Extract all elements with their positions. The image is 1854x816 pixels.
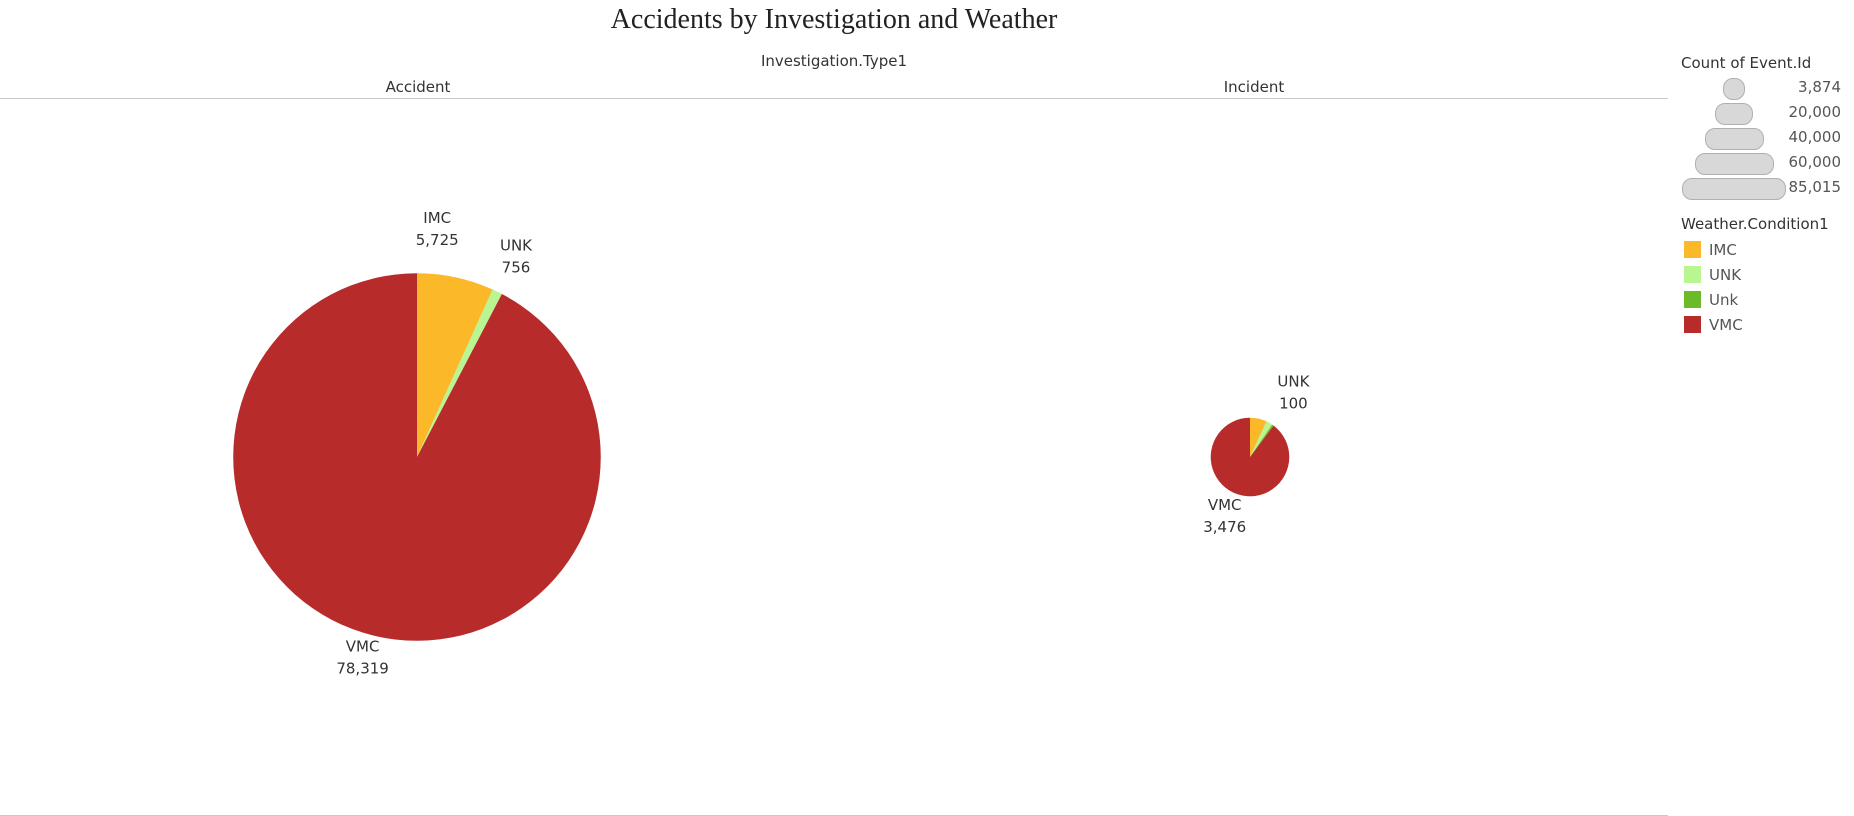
slice-label-value-incident-vmc: 3,476 (1203, 518, 1246, 536)
slice-label-value-accident-imc: 5,725 (416, 231, 459, 249)
slice-label-value-accident-unk: 756 (502, 259, 531, 277)
size-legend-entry: 20,000 (1681, 101, 1841, 126)
size-legend-label: 40,000 (1788, 128, 1842, 146)
color-legend-swatch (1684, 241, 1701, 258)
color-legend-swatch (1684, 316, 1701, 333)
size-legend-entry: 40,000 (1681, 126, 1841, 151)
header-divider (0, 98, 1668, 99)
pie-slice-accident-imc[interactable] (417, 273, 493, 457)
slice-label-name-incident-unk: UNK (1277, 373, 1310, 391)
chart-title: Accidents by Investigation and Weather (610, 4, 1058, 35)
color-legend-entry[interactable]: IMC (1681, 237, 1829, 262)
size-legend-entry: 3,874 (1681, 76, 1841, 101)
size-legend-entry: 60,000 (1681, 151, 1841, 176)
slice-label-name-accident-unk: UNK (500, 237, 533, 255)
color-legend-swatch (1684, 291, 1701, 308)
color-legend-label: UNK (1709, 265, 1742, 284)
size-legend-shape (1723, 78, 1745, 100)
color-legend-label: VMC (1709, 315, 1743, 334)
pie-slice-incident-vmc[interactable] (1210, 417, 1290, 497)
color-legend: Weather.Condition1 IMC UNK Unk VMC (1681, 215, 1829, 337)
pie-slice-incident-unk[interactable] (1250, 421, 1273, 457)
size-legend-shape (1705, 128, 1764, 150)
size-legend-entry: 85,015 (1681, 176, 1841, 201)
column-field-header: Investigation.Type1 (760, 52, 908, 70)
color-legend-title: Weather.Condition1 (1681, 215, 1829, 233)
pie-chart-area: IMC 5,725 UNK 756 VMC 78,319 UNK 100 VMC 3,476 (233, 209, 1311, 678)
slice-label-name-incident-vmc: VMC (1208, 496, 1242, 514)
size-legend-shape (1682, 178, 1786, 200)
color-legend-entry[interactable]: UNK (1681, 262, 1829, 287)
color-legend-entry[interactable]: Unk (1681, 287, 1829, 312)
panel-label-incident: Incident (1223, 78, 1285, 96)
pie-slice-accident-vmc[interactable] (233, 273, 601, 641)
slice-label-value-incident-unk: 100 (1279, 395, 1308, 413)
size-legend-label: 3,874 (1798, 78, 1841, 96)
size-legend-shape (1695, 153, 1774, 175)
slice-label-name-accident-imc: IMC (423, 209, 451, 227)
size-legend-shape (1715, 103, 1753, 125)
pie-slice-incident-unk-lower[interactable] (1250, 424, 1274, 457)
pie-slice-accident-unk[interactable] (417, 289, 502, 457)
size-legend-label: 85,015 (1788, 178, 1842, 196)
size-legend: Count of Event.Id 3,874 20,000 40,000 60,00… (1681, 54, 1841, 201)
size-legend-label: 60,000 (1788, 153, 1842, 171)
color-legend-label: Unk (1709, 290, 1739, 309)
slice-label-value-accident-vmc: 78,319 (336, 660, 389, 678)
color-legend-entry[interactable]: VMC (1681, 312, 1829, 337)
panel-label-accident: Accident (385, 78, 451, 96)
size-legend-label: 20,000 (1788, 103, 1842, 121)
pie-slice-incident-imc[interactable] (1250, 417, 1267, 457)
color-legend-label: IMC (1709, 240, 1737, 259)
size-legend-title: Count of Event.Id (1681, 54, 1812, 72)
slice-label-name-accident-vmc: VMC (346, 638, 380, 656)
color-legend-swatch (1684, 266, 1701, 283)
